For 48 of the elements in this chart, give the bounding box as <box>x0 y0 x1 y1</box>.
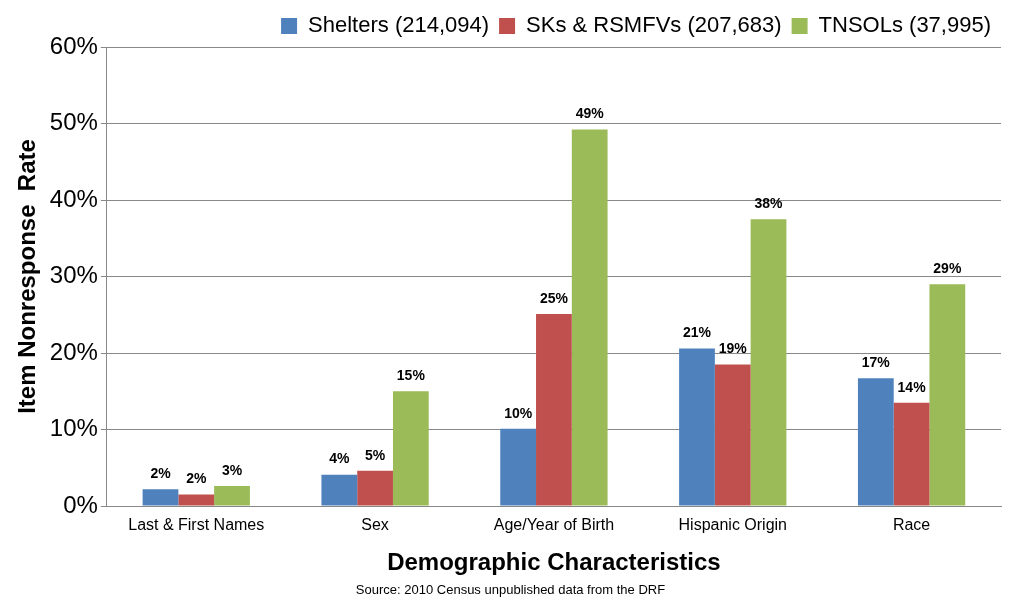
bar <box>893 402 930 506</box>
y-axis-title: Item Nonresponse Rate <box>13 139 41 414</box>
bar <box>392 391 429 506</box>
legend-label: TNSOLs (37,995) <box>818 12 991 38</box>
data-label: 3% <box>221 461 243 478</box>
data-label: 4% <box>329 450 350 467</box>
legend-label: SKs & RSMFVs (207,683) <box>526 12 782 38</box>
bar <box>929 284 966 506</box>
data-label: 14% <box>897 378 927 395</box>
bar <box>750 219 787 506</box>
bar <box>142 489 179 506</box>
legend-label: Shelters (214,094) <box>308 12 490 38</box>
data-label: 5% <box>364 446 386 463</box>
data-label: 2% <box>186 470 207 487</box>
y-tick-label: 60% <box>49 31 98 59</box>
bar <box>214 486 250 506</box>
y-tick-label: 0% <box>63 490 98 518</box>
data-label: 17% <box>861 354 891 371</box>
data-label: 25% <box>539 289 569 306</box>
y-tick-label: 20% <box>49 337 98 365</box>
bar <box>679 348 715 506</box>
data-label: 21% <box>682 324 712 341</box>
bar <box>178 494 215 506</box>
bar <box>571 129 608 506</box>
y-tick-label: 40% <box>49 184 98 212</box>
bar <box>714 364 751 506</box>
x-tick-label: Race <box>892 516 931 534</box>
x-tick-label: Hispanic Origin <box>678 516 787 534</box>
bar <box>500 428 537 506</box>
data-label: 10% <box>504 404 533 421</box>
bar <box>536 313 572 506</box>
source-note: Source: 2010 Census unpublished data from the DRF <box>354 582 667 597</box>
data-label: 15% <box>396 367 426 384</box>
x-tick-label: Last & First Names <box>128 516 265 534</box>
data-label: 38% <box>754 194 784 211</box>
y-tick-label: 50% <box>49 108 98 136</box>
bar <box>357 470 393 506</box>
data-label: 49% <box>575 105 605 122</box>
bar <box>321 474 358 506</box>
y-tick-label: 10% <box>49 414 98 442</box>
x-tick-label: Age/Year of Birth <box>493 516 615 534</box>
data-label: 29% <box>933 260 962 277</box>
x-tick-label: Sex <box>361 516 389 534</box>
bar <box>857 378 894 506</box>
data-label: 2% <box>150 465 172 482</box>
x-axis-title: Demographic Characteristics <box>387 548 721 576</box>
data-label: 19% <box>718 340 748 357</box>
y-tick-label: 30% <box>49 261 98 289</box>
